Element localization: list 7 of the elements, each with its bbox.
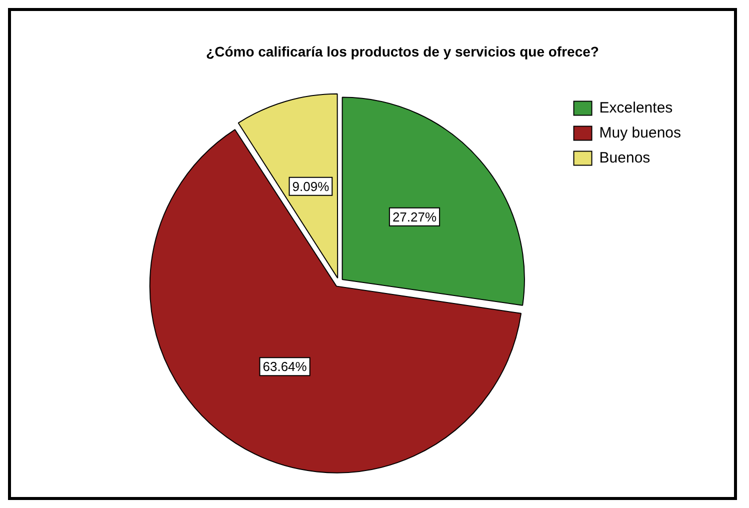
chart-title: ¿Cómo calificaría los productos de y servicios que ofrece? [206, 43, 599, 60]
legend-label: Muy buenos [599, 124, 681, 142]
data-label: 63.64% [262, 359, 308, 374]
legend-label: Buenos [599, 149, 650, 166]
data-label: 9.09% [292, 178, 330, 194]
legend-label: Excelentes [599, 99, 673, 116]
data-label: 27.27% [392, 209, 437, 224]
